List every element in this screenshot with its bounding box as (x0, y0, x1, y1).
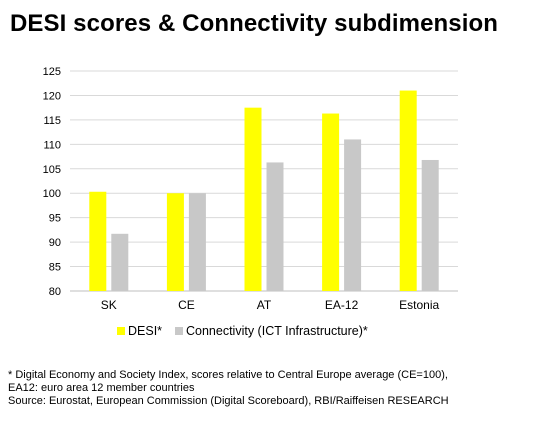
footnote-source: Source: Eurostat, European Commission (D… (8, 395, 449, 407)
x-category-label: Estonia (399, 298, 439, 312)
chart-title: DESI scores & Connectivity subdimension (10, 10, 499, 37)
bar (399, 90, 417, 291)
bar (111, 233, 129, 291)
legend-swatch (175, 327, 183, 335)
legend-label: DESI* (128, 324, 162, 338)
y-tick-label: 115 (43, 115, 61, 127)
bar (421, 159, 439, 291)
y-tick-label: 105 (43, 164, 61, 176)
footnotes: * Digital Economy and Society Index, sco… (8, 369, 528, 408)
bar (166, 193, 184, 291)
footnote-definition: * Digital Economy and Society Index, sco… (8, 369, 448, 381)
x-category-label: SK (101, 298, 117, 312)
bar (244, 107, 262, 292)
bar-chart: 80 85 90 95 100 105 110 115 120 125 SK CE AT EA-12 Est… (43, 66, 458, 338)
y-tick-label: 125 (43, 66, 61, 78)
bar (322, 113, 340, 292)
x-category-label: CE (178, 298, 195, 312)
x-category-label: AT (257, 298, 272, 312)
bar (266, 162, 284, 291)
y-tick-label: 100 (43, 188, 61, 200)
y-tick-label: 120 (43, 90, 61, 102)
bar (188, 193, 206, 291)
bar (89, 191, 107, 291)
footnote-ea12: EA12: euro area 12 member countries (8, 382, 195, 394)
y-tick-label: 110 (43, 139, 61, 151)
y-tick-label: 95 (49, 213, 61, 225)
legend-swatch (117, 327, 125, 335)
y-tick-label: 90 (49, 237, 61, 249)
x-category-label: EA-12 (325, 298, 359, 312)
bar (344, 139, 362, 291)
legend-label: Connectivity (ICT Infrastructure)* (186, 324, 368, 338)
y-tick-label: 80 (49, 286, 61, 298)
y-tick-label: 85 (49, 262, 61, 274)
